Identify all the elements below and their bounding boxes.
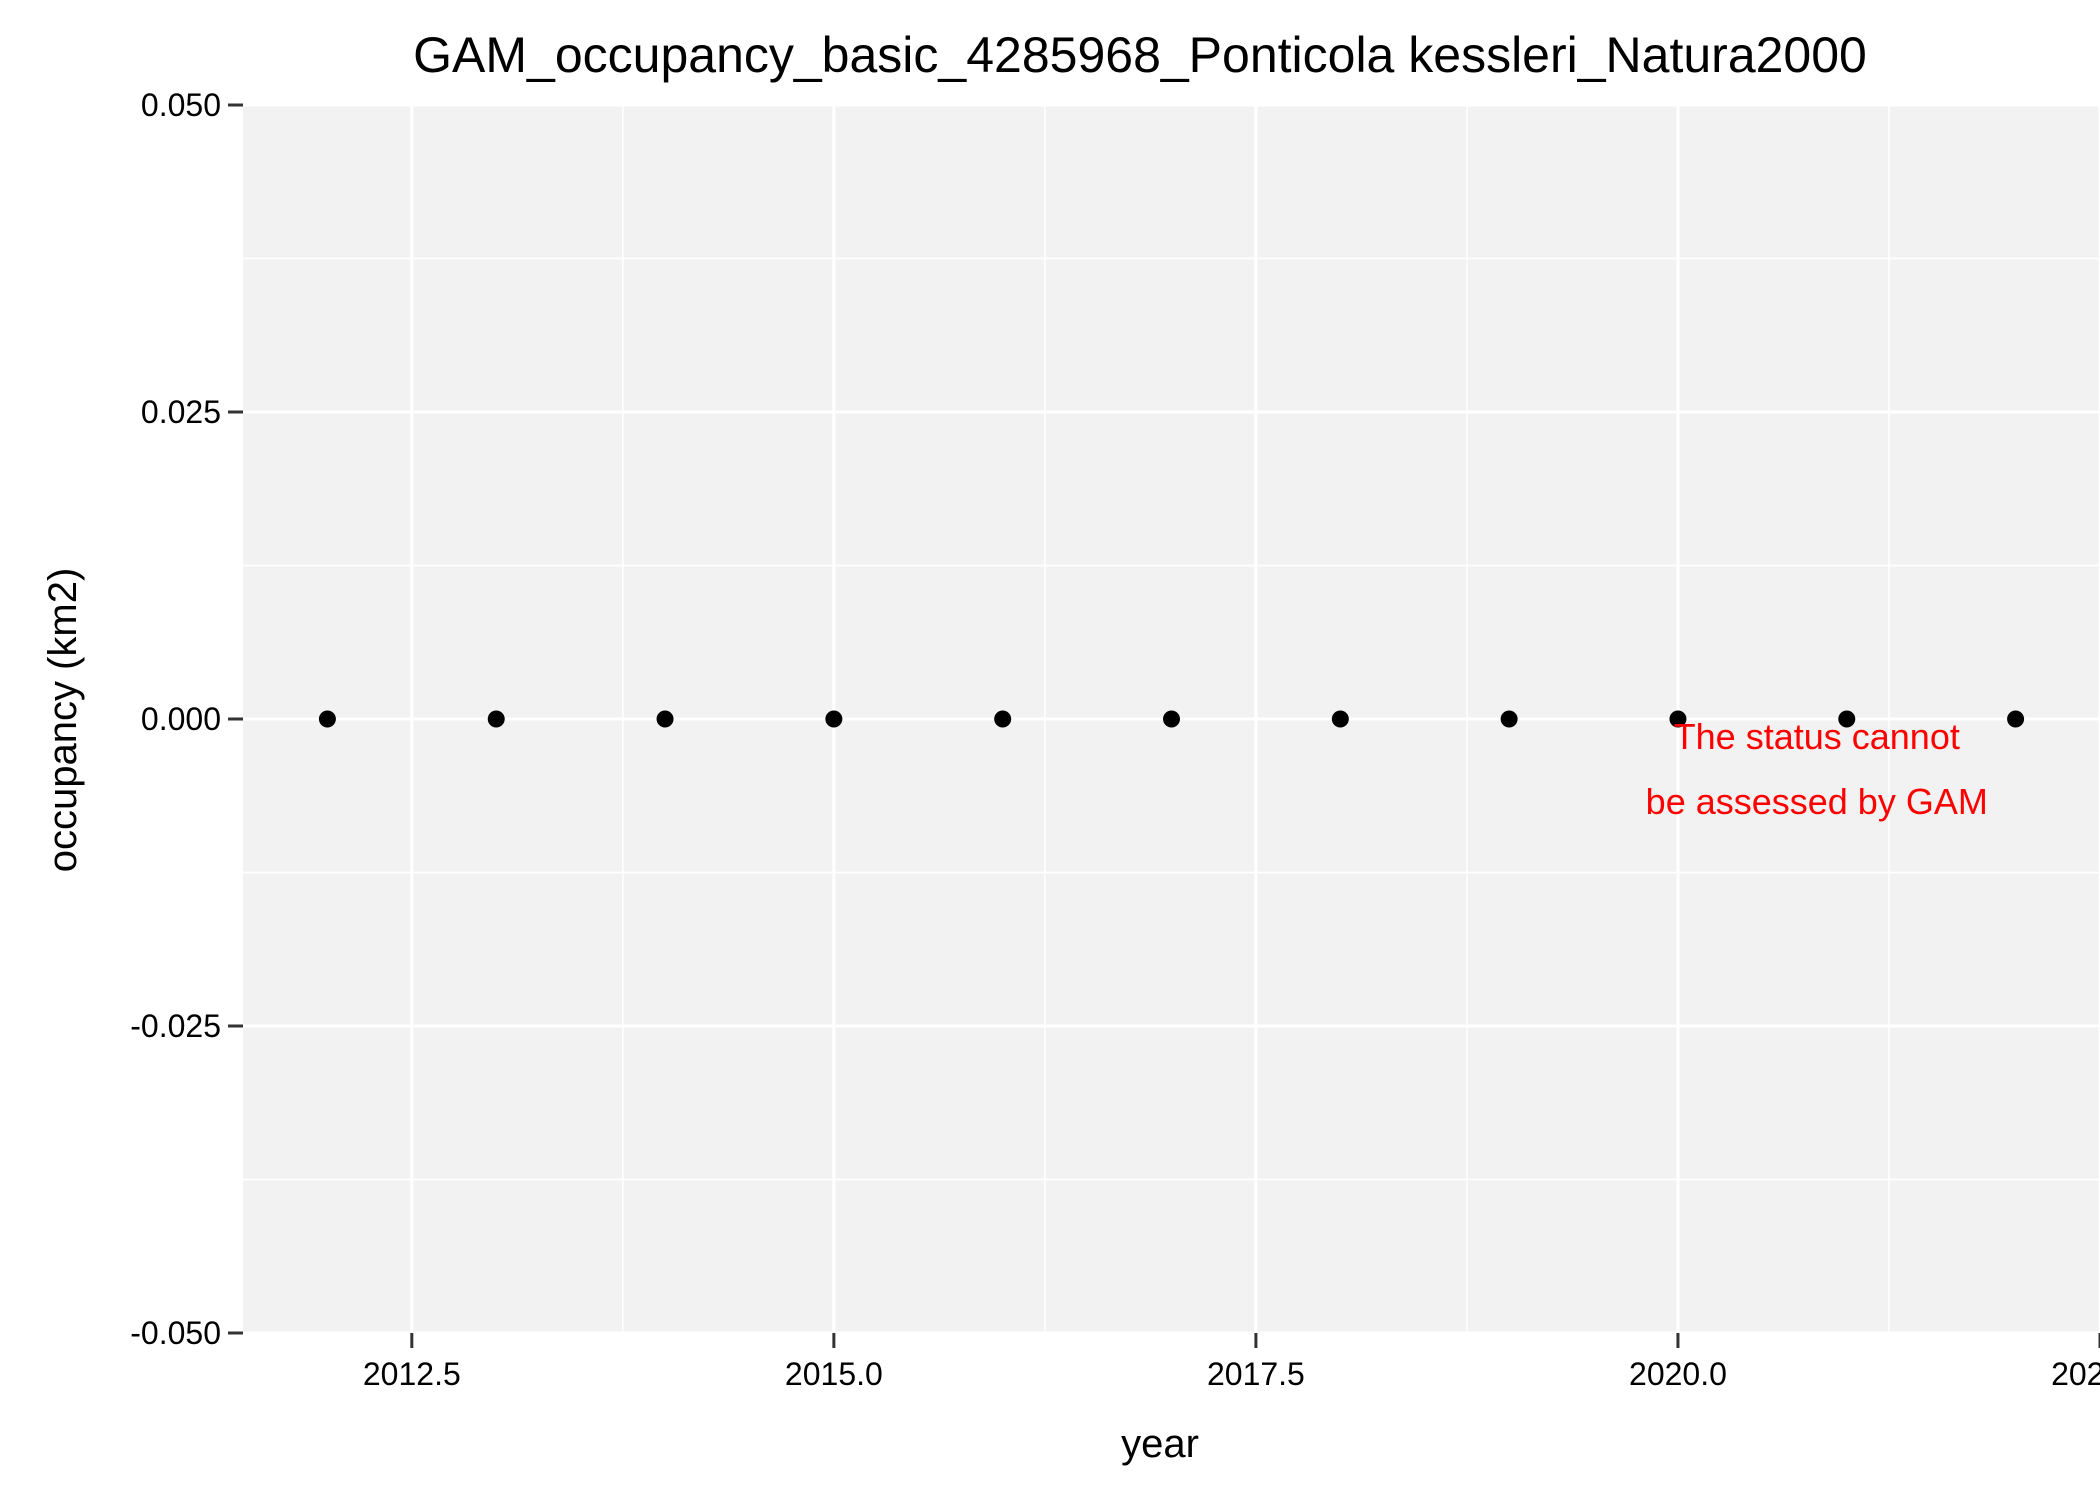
chart-title: GAM_occupancy_basic_4285968_Ponticola ke… bbox=[413, 27, 1867, 83]
data-point bbox=[1838, 710, 1856, 728]
y-tick-label: -0.025 bbox=[130, 1008, 221, 1044]
data-point bbox=[825, 710, 843, 728]
x-tick-label: 2012.5 bbox=[363, 1356, 461, 1392]
x-tick-label: 2022.5 bbox=[2051, 1356, 2100, 1392]
data-point bbox=[2007, 710, 2025, 728]
data-point bbox=[1669, 710, 1687, 728]
data-point bbox=[1331, 710, 1349, 728]
y-tick-label: 0.050 bbox=[141, 87, 221, 123]
y-axis-title: occupancy (km2) bbox=[41, 568, 85, 873]
x-tick-label: 2017.5 bbox=[1207, 1356, 1305, 1392]
x-axis: 2012.5 2015.0 2017.5 2020.0 2022.5 bbox=[363, 1333, 2100, 1392]
data-point bbox=[1500, 710, 1518, 728]
x-tick-label: 2020.0 bbox=[1629, 1356, 1727, 1392]
annotation-line: The status cannot bbox=[1674, 716, 1960, 757]
annotation-line: be assessed by GAM bbox=[1646, 781, 1988, 822]
y-tick-label: 0.000 bbox=[141, 701, 221, 737]
data-point bbox=[1163, 710, 1180, 728]
data-point bbox=[487, 710, 505, 728]
data-point bbox=[994, 710, 1012, 728]
data-point bbox=[656, 710, 674, 728]
y-tick-label: 0.025 bbox=[141, 394, 221, 430]
data-point bbox=[318, 710, 336, 728]
x-axis-title: year bbox=[1121, 1422, 1199, 1466]
data-points bbox=[318, 710, 2025, 728]
y-axis: -0.050 -0.025 0.000 0.025 0.050 bbox=[130, 87, 243, 1351]
status-annotation: The status cannot be assessed by GAM bbox=[1646, 716, 1988, 822]
x-tick-label: 2015.0 bbox=[785, 1356, 883, 1392]
y-tick-label: -0.050 bbox=[130, 1315, 221, 1351]
